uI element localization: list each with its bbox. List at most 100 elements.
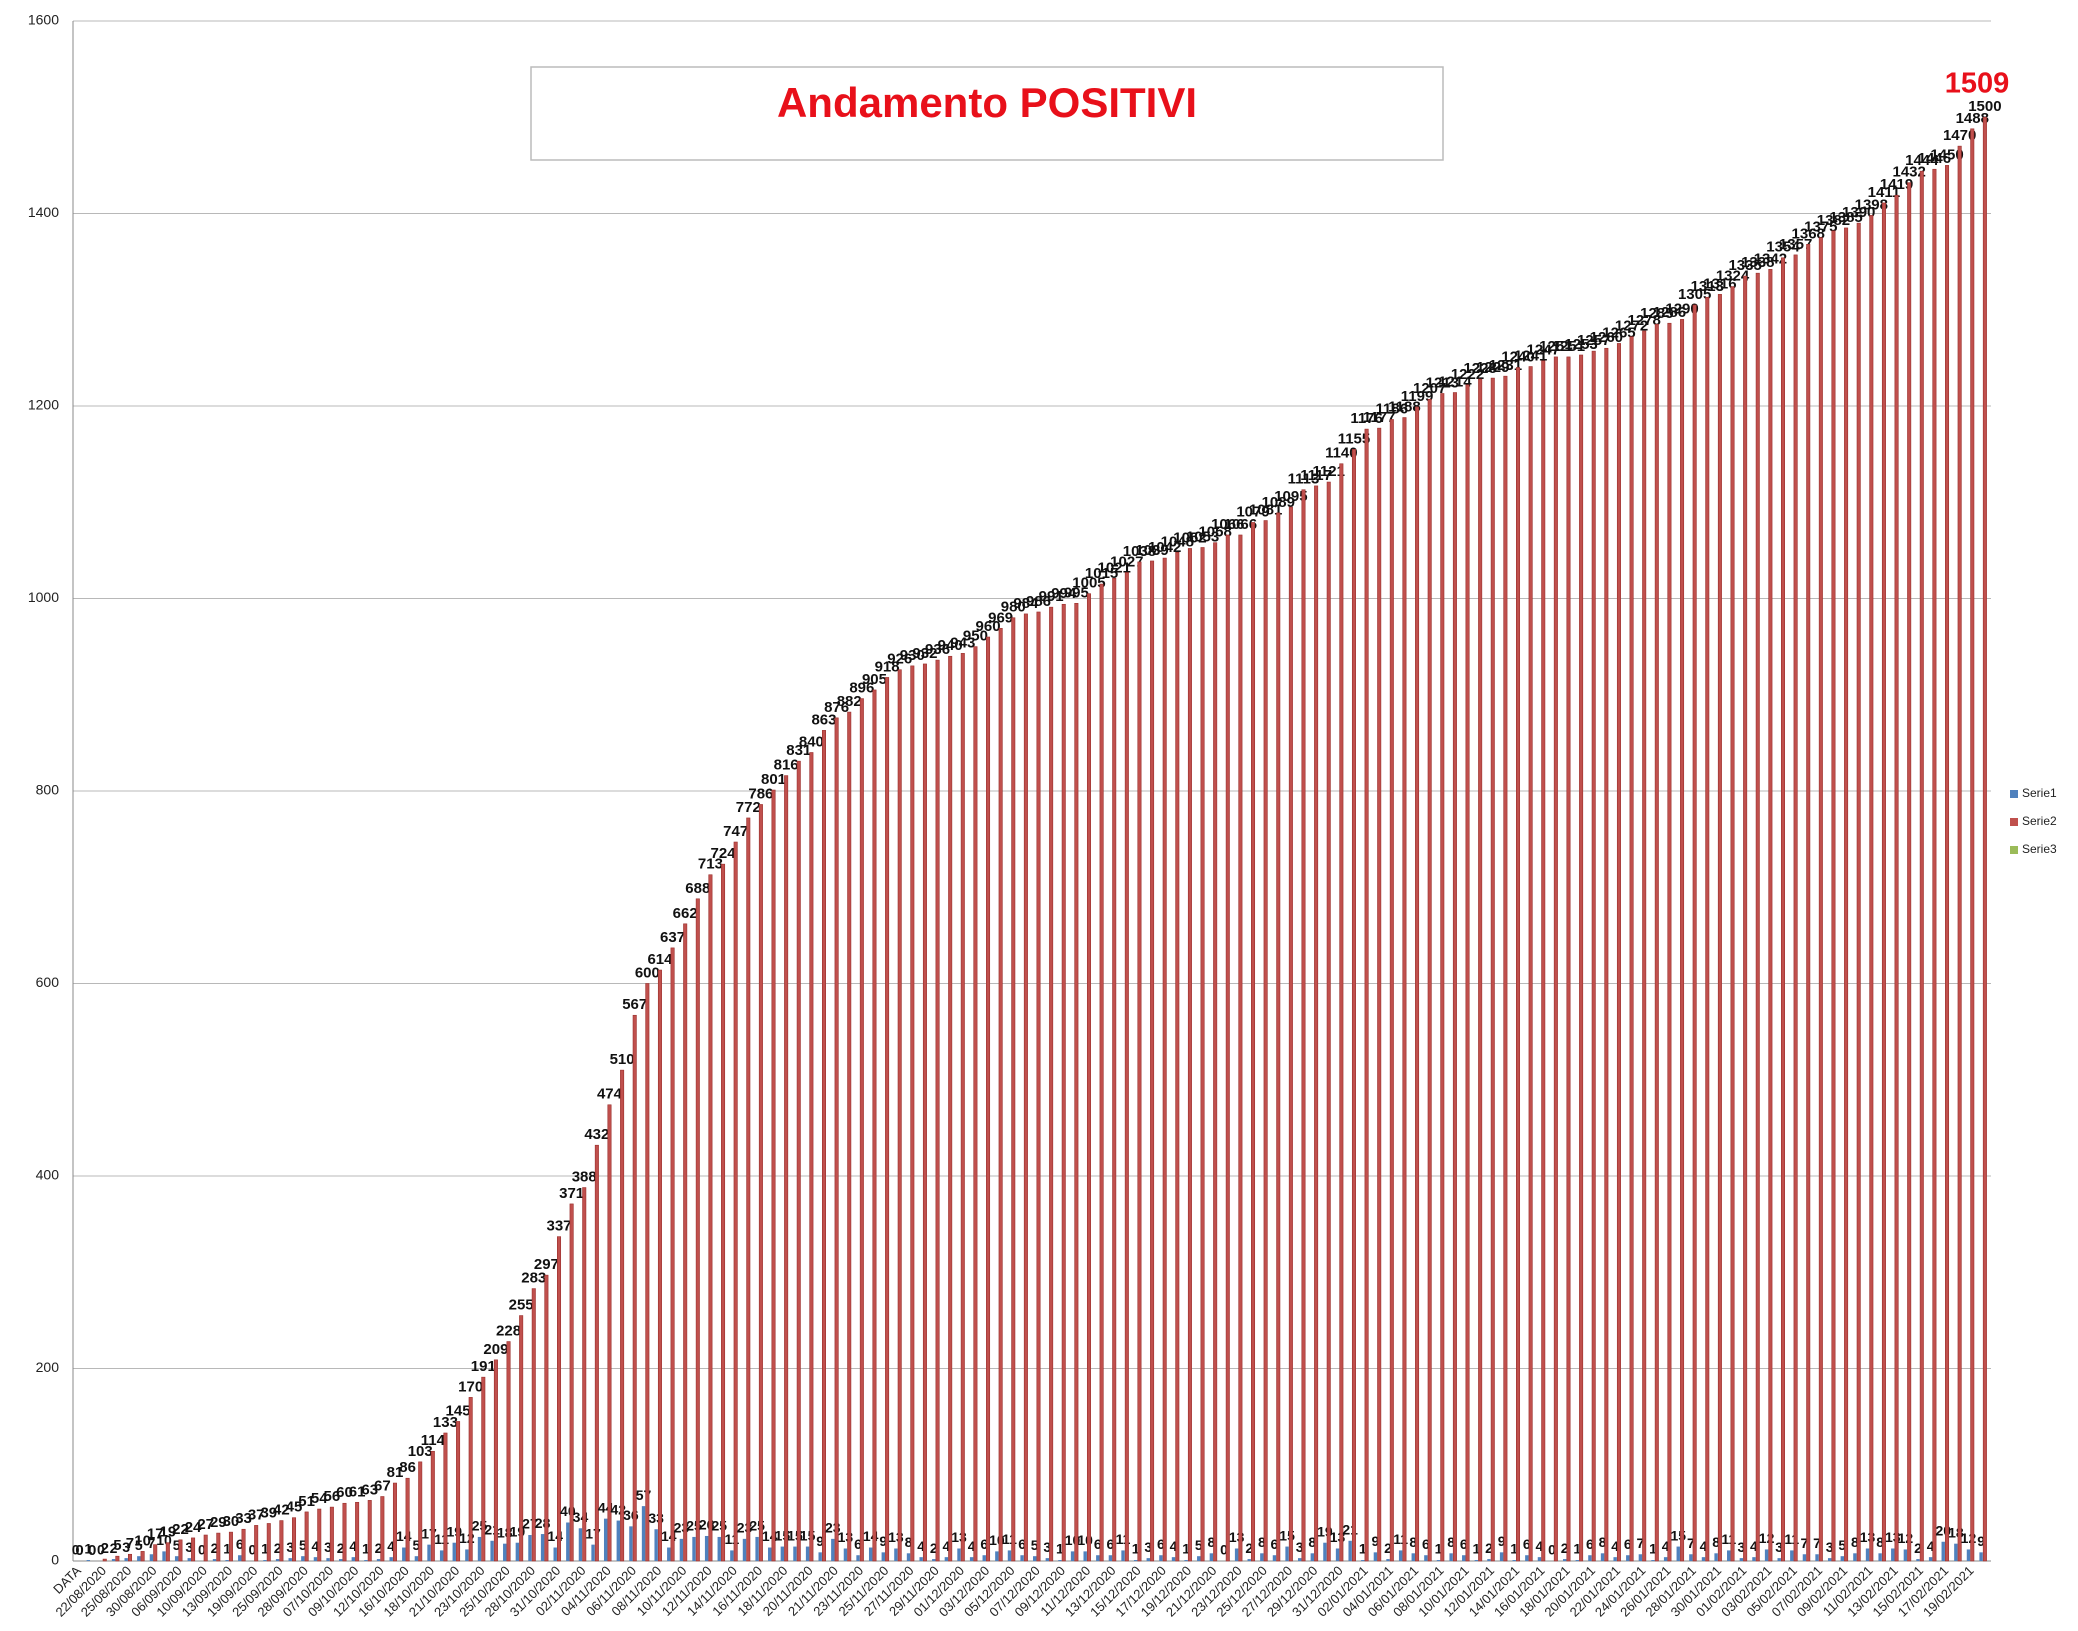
bar [1263,520,1268,1562]
bar [1604,347,1609,1562]
bar [481,1376,486,1562]
value-label: 5 [1838,1537,1846,1553]
value-label: 637 [660,929,685,946]
bar [1049,606,1054,1562]
bar [1323,1542,1327,1561]
bar [805,1546,810,1561]
bar [1499,1552,1504,1561]
bar [1840,1556,1844,1561]
value-label: 984 [1013,595,1039,612]
bar [566,1522,570,1561]
bar [1033,1556,1037,1561]
value-label: 1419 [1880,176,1913,193]
value-label: 918 [875,658,900,675]
value-label: 3 [1296,1539,1304,1555]
bar [1916,1559,1920,1561]
value-label: 600 [635,964,660,981]
value-label: 4 [312,1538,320,1554]
bar [1730,286,1735,1562]
value-label: 4 [917,1538,925,1554]
y-tick-label: 1600 [28,12,59,28]
value-label: 1500 [1968,98,2001,115]
value-label: 5 [299,1537,307,1553]
bar [304,1511,309,1562]
value-label: 1240 [1501,348,1534,365]
bar [683,923,688,1562]
bar [342,1502,347,1562]
bar [1162,557,1167,1562]
value-label: 8 [1851,1534,1859,1550]
value-label: 1385 [1829,209,1862,226]
bar [843,1548,848,1561]
value-label: 1058 [1198,524,1231,541]
bar [1260,1553,1264,1561]
value-label: 1177 [1363,409,1396,426]
bar [1818,237,1823,1562]
bar [620,1069,625,1562]
bar [1638,1554,1643,1561]
bar [1891,1548,1895,1561]
bar [1613,1557,1617,1561]
bar [768,1547,772,1561]
y-tick-label: 400 [36,1167,60,1183]
bar [1966,1549,1971,1561]
bar [1440,393,1445,1562]
bar [667,1547,671,1561]
value-label: 5 [1031,1537,1039,1553]
bar [1150,560,1155,1562]
value-label: 1095 [1274,488,1307,505]
bar [1061,603,1066,1562]
bar [367,1500,372,1562]
bar [503,1543,507,1561]
value-label: 3 [122,1539,130,1555]
value-label: 840 [799,733,824,750]
value-label: 1398 [1855,196,1888,213]
value-label: 9 [816,1533,824,1549]
value-label: 567 [622,996,647,1013]
bar [717,1536,721,1561]
value-label: 3 [185,1539,193,1555]
value-label: 510 [610,1051,635,1068]
value-label: 1253 [1564,336,1597,353]
bar [1591,350,1596,1562]
bar [969,1557,974,1561]
bar [1642,330,1647,1562]
bar [203,1534,208,1562]
value-label: 1021 [1098,559,1131,576]
bar [1588,1555,1592,1561]
value-label: 8 [1409,1534,1417,1550]
legend-label: Serie1 [2022,786,2057,800]
bar [657,969,662,1562]
bar [1213,542,1218,1562]
bar [427,1544,431,1561]
value-label: 7 [1636,1535,1644,1551]
value-label: 1214 [1438,373,1472,390]
value-label: 1079 [1236,503,1269,520]
value-label: 8 [1712,1534,1720,1550]
bar [162,1551,166,1561]
bar [456,1421,461,1562]
bar [897,669,902,1562]
bar [1086,593,1091,1562]
value-label: 0 [97,1542,105,1558]
value-label: 81 [387,1464,404,1481]
bar [1869,215,1874,1562]
bar [793,1546,797,1561]
value-label: 1155 [1338,430,1371,447]
value-label: 1 [1182,1541,1190,1557]
bar [1626,1555,1630,1561]
bar [708,874,713,1562]
bar [1276,512,1281,1562]
value-label: 1316 [1703,275,1736,292]
bar [1389,419,1394,1562]
value-label: 37 [248,1506,265,1523]
value-label: 10 [134,1532,151,1549]
bar [1562,1559,1567,1561]
value-label: 283 [521,1270,546,1287]
bar [1739,1558,1744,1561]
bar [1424,1555,1428,1561]
legend-swatch [2010,790,2018,798]
bar [1083,1551,1087,1561]
y-tick-label: 800 [36,782,60,798]
value-label: 1231 [1489,357,1522,374]
